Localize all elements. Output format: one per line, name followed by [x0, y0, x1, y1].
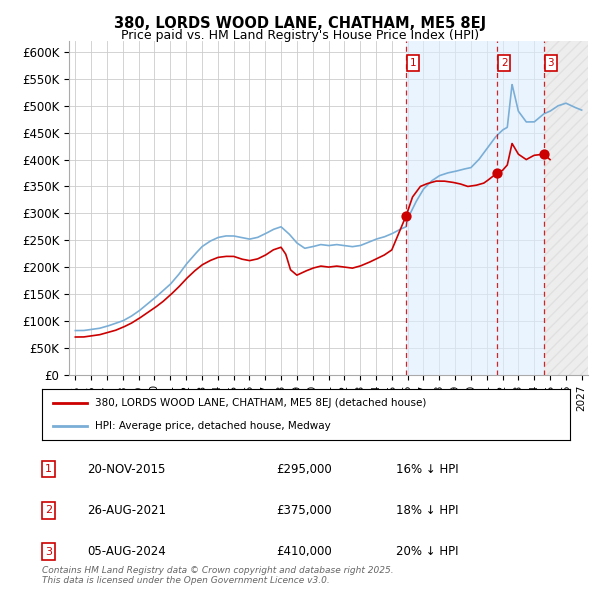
Bar	[544, 41, 588, 375]
Text: £295,000: £295,000	[276, 463, 332, 476]
Text: 2: 2	[45, 506, 52, 515]
Text: 3: 3	[548, 58, 554, 68]
Text: HPI: Average price, detached house, Medway: HPI: Average price, detached house, Medw…	[95, 421, 331, 431]
Text: 1: 1	[410, 58, 416, 68]
Text: 18% ↓ HPI: 18% ↓ HPI	[396, 504, 458, 517]
Point	[401, 211, 411, 221]
Text: Contains HM Land Registry data © Crown copyright and database right 2025.
This d: Contains HM Land Registry data © Crown c…	[42, 566, 394, 585]
Bar	[544, 41, 588, 375]
Text: 26-AUG-2021: 26-AUG-2021	[87, 504, 166, 517]
Text: 05-AUG-2024: 05-AUG-2024	[87, 545, 166, 558]
Point	[539, 149, 548, 159]
Text: 380, LORDS WOOD LANE, CHATHAM, ME5 8EJ (detached house): 380, LORDS WOOD LANE, CHATHAM, ME5 8EJ (…	[95, 398, 426, 408]
Bar	[406, 41, 544, 375]
Text: Price paid vs. HM Land Registry's House Price Index (HPI): Price paid vs. HM Land Registry's House …	[121, 29, 479, 42]
Text: 3: 3	[45, 547, 52, 556]
Text: 1: 1	[45, 464, 52, 474]
Text: 16% ↓ HPI: 16% ↓ HPI	[396, 463, 458, 476]
Text: £375,000: £375,000	[276, 504, 332, 517]
Point	[492, 168, 502, 178]
Text: 380, LORDS WOOD LANE, CHATHAM, ME5 8EJ: 380, LORDS WOOD LANE, CHATHAM, ME5 8EJ	[114, 16, 486, 31]
Text: £410,000: £410,000	[276, 545, 332, 558]
Text: 20% ↓ HPI: 20% ↓ HPI	[396, 545, 458, 558]
Text: 2: 2	[501, 58, 508, 68]
Text: 20-NOV-2015: 20-NOV-2015	[87, 463, 166, 476]
